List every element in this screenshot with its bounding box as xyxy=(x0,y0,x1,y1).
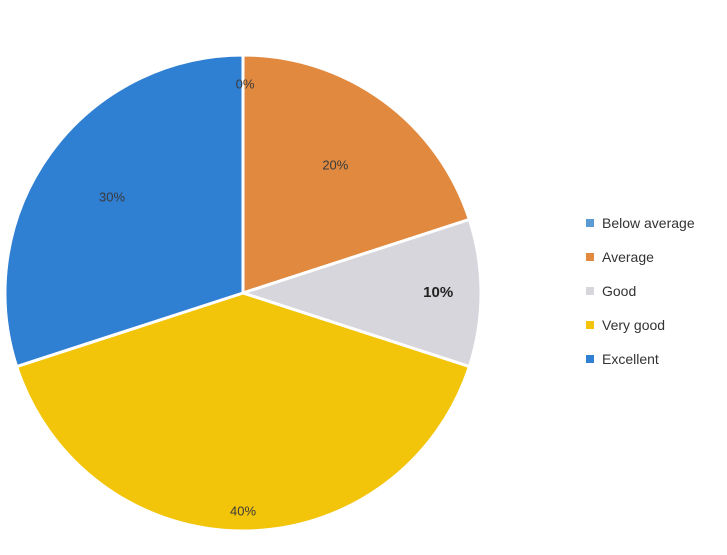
pie-slice-excellent xyxy=(3,53,245,369)
legend-swatch xyxy=(586,253,594,261)
legend-label: Good xyxy=(602,283,637,299)
legend-swatch xyxy=(586,219,594,227)
pie-data-labels: 0% 20% 10% 40% 30% xyxy=(99,76,453,518)
pie-slice-good xyxy=(238,217,483,369)
pie-slice-average xyxy=(241,53,472,296)
legend-label: Below average xyxy=(602,215,695,231)
legend: Below average Average Good Very good Exc… xyxy=(586,206,695,376)
legend-item-average: Average xyxy=(586,240,695,274)
data-label-good: 10% xyxy=(423,284,453,301)
data-label-excellent: 30% xyxy=(99,189,125,204)
legend-swatch xyxy=(586,355,594,363)
data-label-very-good: 40% xyxy=(230,503,256,518)
pie-slices xyxy=(3,53,483,533)
data-label-below-average: 0% xyxy=(236,76,255,91)
legend-label: Excellent xyxy=(602,351,659,367)
data-label-average: 20% xyxy=(322,157,348,172)
legend-item-excellent: Excellent xyxy=(586,342,695,376)
legend-item-good: Good xyxy=(586,274,695,308)
legend-item-below-average: Below average xyxy=(586,206,695,240)
legend-label: Average xyxy=(602,249,654,265)
legend-label: Very good xyxy=(602,317,666,333)
legend-item-very-good: Very good xyxy=(586,308,695,342)
legend-swatch xyxy=(586,321,594,329)
legend-swatch xyxy=(586,287,594,295)
pie-slice-very-good xyxy=(14,291,472,533)
